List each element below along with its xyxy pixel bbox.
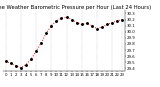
Point [25,64,27,65]
Point [10,63,12,64]
Point [60,18,63,19]
Point [40,42,43,43]
Point [4,60,7,62]
Point [111,22,113,23]
Point [116,20,118,21]
Point [75,22,78,23]
Point [101,26,103,28]
Point [96,28,98,29]
Point [80,24,83,25]
Point [91,25,93,26]
Point [70,19,73,20]
Point [55,20,58,21]
Point [35,51,37,52]
Point [65,16,68,18]
Point [20,67,22,68]
Point [106,24,108,25]
Point [30,58,32,60]
Point [85,23,88,24]
Point [45,32,48,34]
Title: Milwaukee Weather Barometric Pressure per Hour (Last 24 Hours): Milwaukee Weather Barometric Pressure pe… [0,5,151,10]
Point [50,25,53,26]
Point [121,19,124,20]
Point [15,65,17,67]
